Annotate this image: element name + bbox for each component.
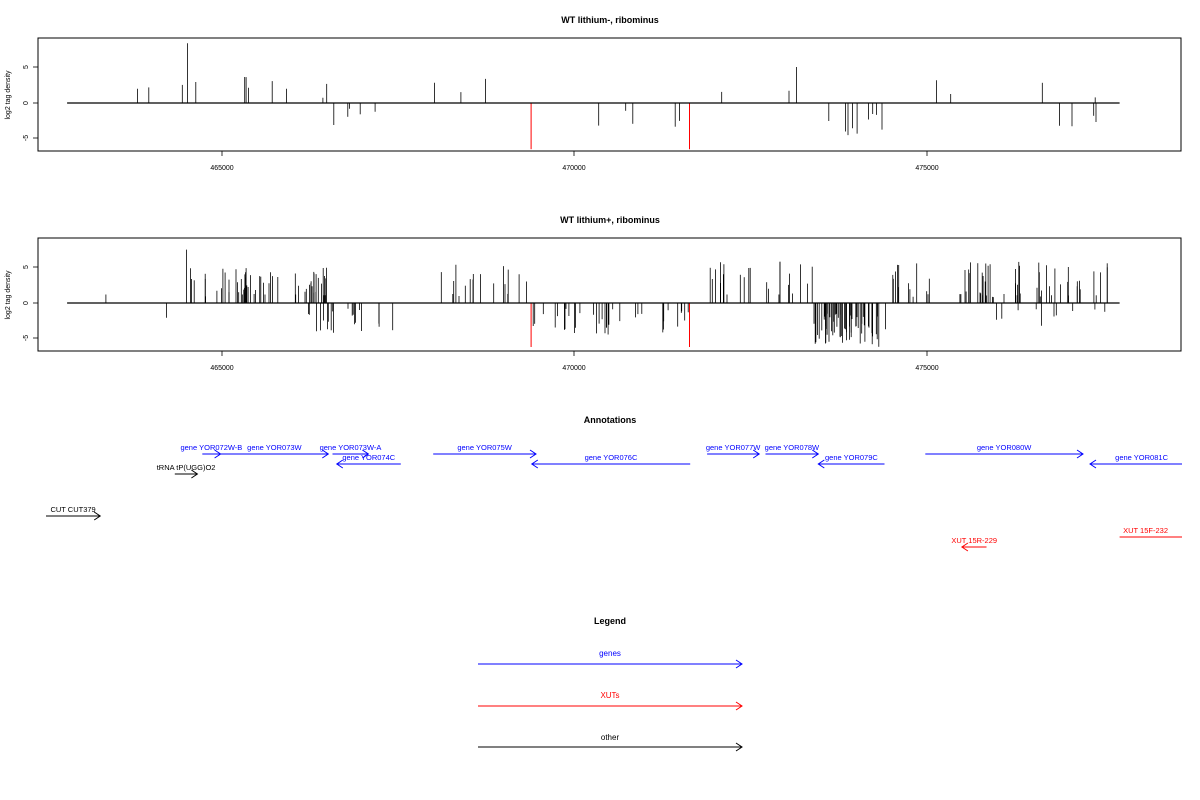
x-tick-label: 470000 [562,365,585,372]
feature: XUT 15F-232 [1119,526,1182,538]
feature-label: XUT 15F-232 [1123,526,1168,535]
feature-label: gene YOR078W [765,443,820,452]
arrow-head-icon [335,459,344,469]
feature: gene YOR081C [1089,453,1182,469]
feature: gene YOR080W [925,443,1084,459]
legend: Legend genes XUTs other [478,616,743,752]
legend-title: Legend [594,616,626,626]
feature: gene YOR074C [335,453,401,469]
feature-label: gene YOR076C [585,453,638,462]
x-axis: 465000 470000 475000 [210,350,939,372]
annotations-title: Annotations [584,415,637,425]
arrow-head-icon [93,511,102,521]
arrow-head-icon [1076,449,1084,459]
y-axis: -5 0 5 [23,65,39,141]
panel-title: WT lithium+, ribominus [560,215,660,225]
density-bars [67,249,1120,347]
x-tick-label: 465000 [210,365,233,372]
feature: XUT 15R-229 [951,536,997,552]
arrow-head-icon [1089,459,1097,469]
x-axis: 465000 470000 475000 [210,150,939,172]
feature-label: CUT CUT379 [50,505,95,514]
feature-label: XUT 15R-229 [951,536,997,545]
y-tick-label: 5 [23,265,30,269]
y-tick-label: 5 [23,65,30,69]
feature-label: gene YOR079C [825,453,878,462]
feature-label: gene YOR081C [1115,453,1168,462]
feature-label: gene YOR073W [247,443,302,452]
arrow-head-icon [322,449,330,459]
x-tick-label: 475000 [915,165,938,172]
arrow-head-icon [752,449,761,459]
plot-frame [37,237,1182,352]
feature-label: gene YOR077W [706,443,761,452]
feature: tRNA tP(UGG)O2 [157,463,216,479]
annotations-track: Annotations gene YOR072W-B gene YOR073W ge… [46,415,1182,552]
feature: gene YOR073W [220,443,330,459]
feature-label: gene YOR075W [457,443,512,452]
legend-label: genes [599,649,621,658]
x-tick-label: 470000 [562,165,585,172]
feature-label: gene YOR080W [977,443,1032,452]
legend-item-other: other [478,733,743,752]
feature: gene YOR076C [530,453,691,469]
arrow-head-icon [362,449,370,459]
panel-lithium-plus: WT lithium+, ribominus log2 tag density … [5,215,1182,372]
feature-label: gene YOR074C [342,453,395,462]
arrow-head-icon [735,701,743,711]
arrow-head-icon [735,659,743,669]
arrow-head-icon [191,469,199,479]
feature: gene YOR072W-B [180,443,242,459]
y-tick-label: 0 [23,301,30,305]
arrow-head-icon [530,459,539,469]
feature-list: gene YOR072W-B gene YOR073W gene YOR073W-A… [46,443,1182,552]
feature: CUT CUT379 [46,505,102,521]
feature-label: gene YOR073W-A [320,443,382,452]
x-tick-label: 475000 [915,365,938,372]
feature: gene YOR073W-A [320,443,382,459]
legend-item-genes: genes [478,649,743,669]
y-axis: -5 0 5 [23,265,39,341]
plot-frame [37,37,1182,152]
x-tick-label: 465000 [210,165,233,172]
feature: gene YOR078W [765,443,820,459]
feature-label: tRNA tP(UGG)O2 [157,463,216,472]
y-tick-label: 0 [23,101,30,105]
arrow-head-icon [960,542,969,552]
y-tick-label: -5 [23,135,30,141]
feature: gene YOR079C [817,453,885,469]
arrow-head-icon [735,742,743,752]
arrow-head-icon [529,449,537,459]
panel-title: WT lithium-, ribominus [561,15,659,25]
legend-label: XUTs [600,691,619,700]
y-axis-label: log2 tag density [5,270,12,320]
density-bars [67,43,1120,150]
y-axis-label: log2 tag density [5,70,12,120]
arrow-head-icon [812,449,820,459]
legend-label: other [601,733,620,742]
y-tick-label: -5 [23,335,30,341]
feature: gene YOR075W [433,443,537,459]
feature-label: gene YOR072W-B [180,443,242,452]
feature: gene YOR077W [706,443,761,459]
arrow-head-icon [817,459,825,469]
legend-item-xuts: XUTs [478,691,743,711]
panel-lithium-minus: WT lithium-, ribominus log2 tag density … [5,15,1182,172]
